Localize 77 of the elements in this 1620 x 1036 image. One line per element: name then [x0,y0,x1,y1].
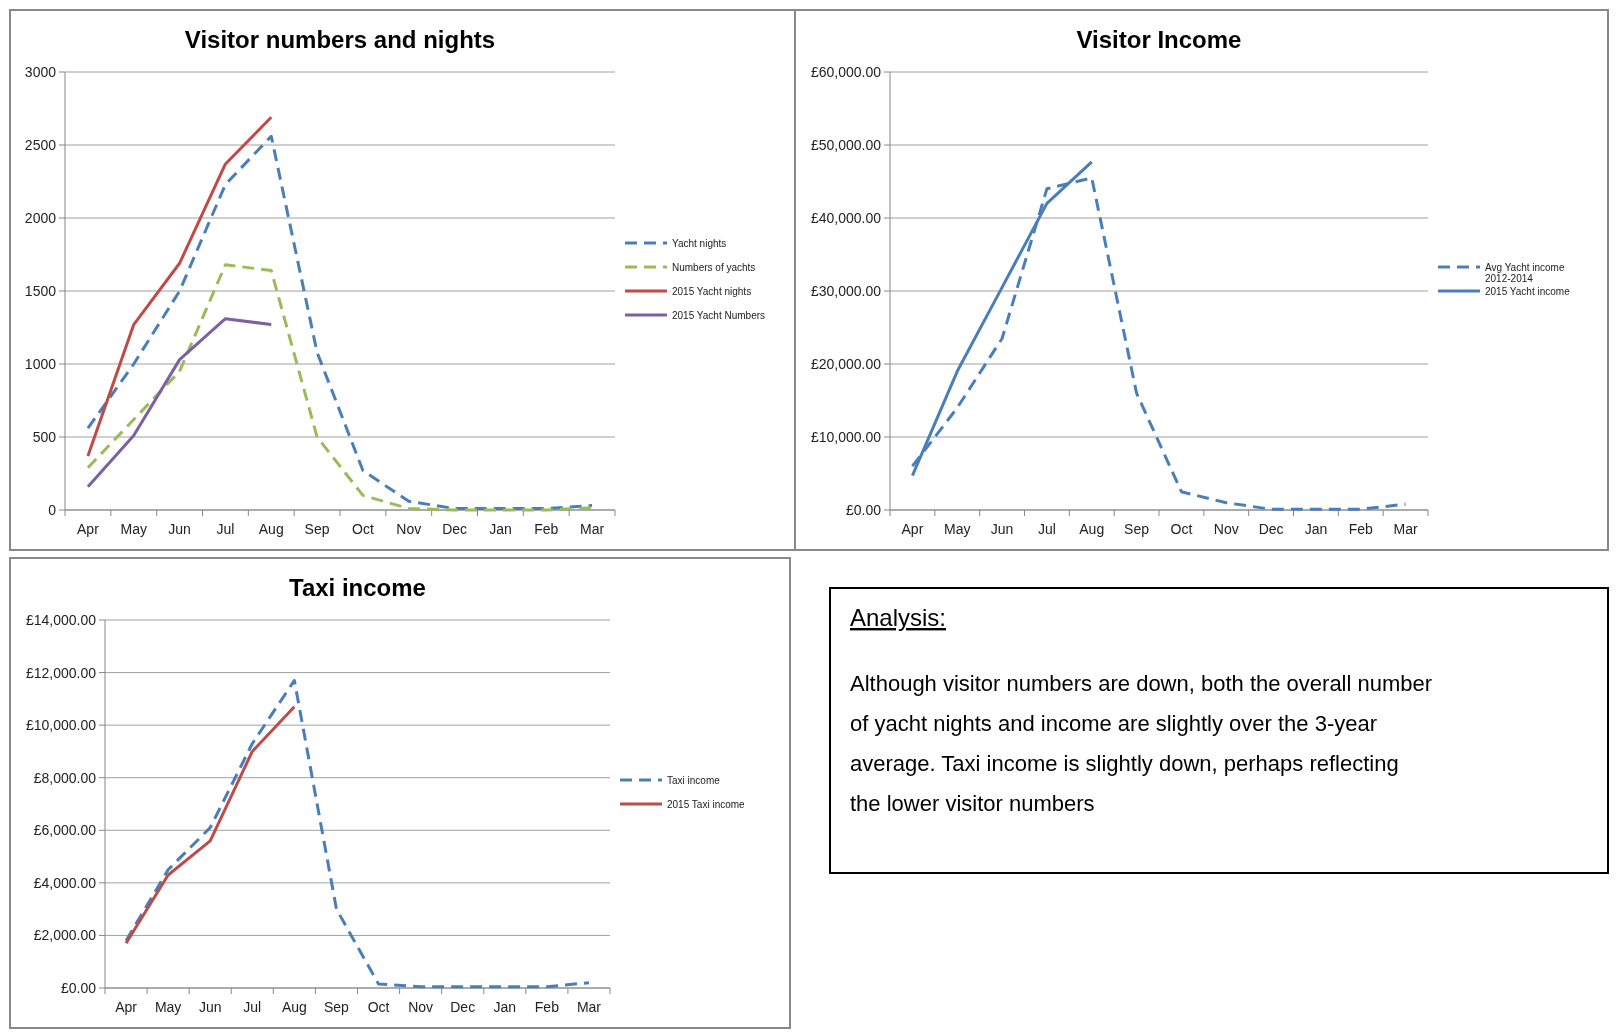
y-tick-label: £10,000.00 [25,717,97,734]
chart-title: Visitor numbers and nights [184,26,496,53]
x-tick-label: Jul [243,999,262,1015]
line-series [124,678,591,989]
y-tick-label: £0.00 [60,980,97,996]
x-tick-label: Apr [115,999,138,1015]
y-tick-label: 1500 [24,283,57,299]
y-tick-label: 3000 [24,64,57,80]
y-tick-label: £60,000.00 [810,64,882,80]
x-tick-label: Jan [489,521,512,537]
legend-label: Yacht nights [672,238,727,249]
text: Analysis: [850,604,947,631]
legend-label: 2015 Yacht income [1485,286,1571,297]
y-tick-label: £12,000.00 [25,664,97,681]
x-tick-label: Oct [352,521,374,537]
x-tick-label: Jun [990,521,1014,537]
y-tick-label: £40,000.00 [810,210,882,226]
x-tick-label: Sep [324,999,350,1015]
y-tick-label: £20,000.00 [810,356,882,372]
y-tick-label: £6,000.00 [33,822,97,839]
line-series [86,134,594,511]
y-tick-label: 1000 [24,356,57,372]
y-tick-label: £4,000.00 [33,874,97,891]
y-tick-label: £50,000.00 [810,137,882,153]
line-series [86,115,273,458]
x-tick-label: Sep [1124,521,1150,537]
chart-title: Taxi income [289,574,426,601]
x-tick-label: May [120,521,147,537]
text: Although visitor numbers are down, both the overall number of yacht nights and income are slightly over the 3-year average. Taxi income is slightly down, perhaps reflecting the lower visitor numbers [850,671,1433,816]
y-tick-label: £2,000.00 [33,927,97,944]
x-tick-label: Feb [1348,521,1374,537]
x-tick-label: Oct [1170,521,1193,537]
x-tick-label: May [154,999,182,1015]
chart-title: Visitor Income [1076,26,1242,53]
x-tick-label: Jan [493,999,517,1015]
y-tick-label: £30,000.00 [810,283,882,299]
x-tick-label: Oct [367,999,390,1015]
x-tick-label: Feb [534,999,560,1015]
x-tick-label: Dec [442,521,468,537]
x-tick-label: Aug [1079,521,1105,537]
legend-label: Numbers of yachts [672,262,756,273]
line-series [124,705,296,945]
x-tick-label: Feb [534,521,559,537]
x-tick-label: Nov [1213,521,1239,537]
x-tick-label: Aug [258,521,284,537]
x-tick-label: Mar [1393,521,1418,537]
legend-label: Taxi income [667,775,721,786]
line-series [86,263,594,512]
legend-label: 2015 Yacht Numbers [672,310,766,321]
x-tick-label: Jul [1037,521,1056,537]
x-tick-label: Jan [1304,521,1328,537]
x-tick-label: Sep [304,521,330,537]
x-tick-label: May [944,521,971,537]
x-tick-label: Jun [198,999,222,1015]
y-tick-label: 2500 [24,137,57,153]
x-tick-label: Jul [216,521,235,537]
legend-label: 2015 Taxi income [667,799,746,810]
x-tick-label: Dec [1258,521,1284,537]
y-tick-label: 500 [32,429,57,445]
x-tick-label: Mar [576,999,602,1015]
x-tick-label: Aug [281,999,307,1015]
y-tick-label: 0 [48,502,57,518]
y-tick-label: £8,000.00 [33,769,97,786]
x-tick-label: Mar [580,521,605,537]
y-tick-label: 2000 [24,210,57,226]
x-tick-label: Nov [408,999,434,1015]
x-tick-label: Apr [77,521,100,537]
line-series [86,317,273,489]
y-tick-label: £10,000.00 [810,429,882,445]
legend-label: Avg Yacht income 2012-2014 [1485,262,1565,284]
x-tick-label: Apr [901,521,924,537]
y-tick-label: £14,000.00 [25,612,97,628]
legend-label: 2015 Yacht nights [672,286,752,297]
x-tick-label: Jun [168,521,191,537]
y-tick-label: £0.00 [845,502,882,518]
x-tick-label: Dec [450,999,476,1015]
x-tick-label: Nov [396,521,422,537]
